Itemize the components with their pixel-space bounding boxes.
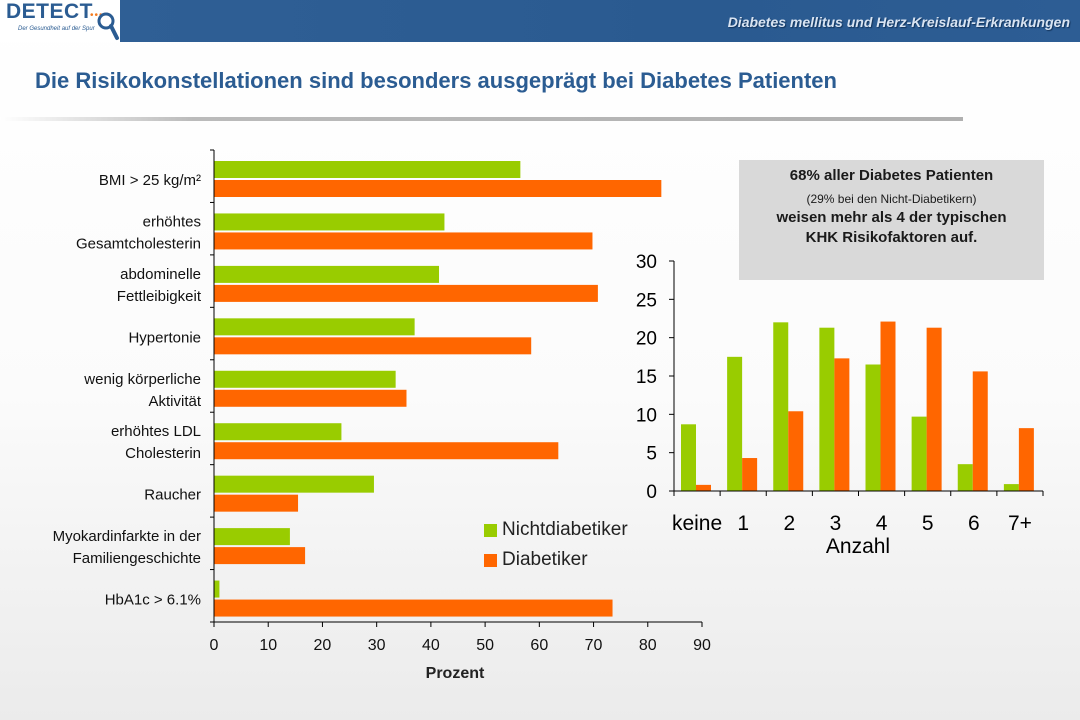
bar-diabetiker	[926, 327, 942, 491]
y-tick-label: 5	[646, 444, 657, 465]
bar-nichtdiabetiker	[957, 464, 973, 491]
logo-dots: •••	[90, 10, 104, 21]
bar-diabetiker	[1018, 428, 1034, 491]
x-tick-label: 1	[737, 512, 749, 535]
bar-diabetiker	[214, 389, 407, 407]
bar-nichtdiabetiker	[865, 364, 881, 491]
bar-diabetiker	[214, 599, 613, 617]
x-tick-label: 30	[368, 637, 386, 654]
legend-label-diabetiker: Diabetiker	[502, 549, 588, 570]
bar-diabetiker	[880, 321, 896, 491]
bar-nichtdiabetiker	[911, 416, 927, 491]
bar-diabetiker	[834, 358, 850, 491]
category-label: BMI > 25 kg/m²	[99, 172, 201, 189]
category-label: Cholesterin	[125, 445, 201, 462]
bar-nichtdiabetiker	[214, 528, 290, 546]
bar-nichtdiabetiker	[1003, 484, 1019, 491]
category-label: Gesamtcholesterin	[76, 235, 201, 252]
category-label: Raucher	[144, 487, 201, 504]
x-tick-label: 40	[422, 637, 440, 654]
x-tick-label: 50	[476, 637, 494, 654]
bar-nichtdiabetiker	[727, 356, 743, 491]
x-tick-label: 80	[639, 637, 657, 654]
header-bar: Diabetes mellitus und Herz-Kreislauf-Erk…	[120, 0, 1080, 42]
x-tick-label: 2	[783, 512, 795, 535]
category-label: Familiengeschichte	[73, 550, 201, 567]
x-tick-label: 4	[876, 512, 888, 535]
callout-line3: weisen mehr als 4 der typischen KHK Risi…	[776, 209, 1007, 246]
slide-title: Die Risikokonstellationen sind besonders…	[35, 68, 837, 93]
bar-diabetiker	[214, 337, 532, 355]
callout-box: 68% aller Diabetes Patienten (29% bei de…	[739, 160, 1044, 280]
x-tick-label: 7+	[1008, 512, 1032, 535]
category-label: erhöhtes LDL	[111, 423, 201, 440]
bar-diabetiker	[214, 232, 593, 250]
bar-nichtdiabetiker	[819, 327, 835, 491]
x-tick-label: 90	[693, 637, 711, 654]
bar-nichtdiabetiker	[214, 580, 220, 598]
x-axis-title: Anzahl	[826, 535, 890, 558]
callout-line2: (29% bei den Nicht-Diabetikern)	[806, 192, 977, 206]
legend-swatch-nichtdiabetiker	[484, 524, 497, 537]
bar-diabetiker	[742, 458, 758, 491]
bar-nichtdiabetiker	[214, 475, 374, 493]
bar-nichtdiabetiker	[773, 322, 789, 491]
bar-nichtdiabetiker	[214, 318, 415, 336]
category-label: Aktivität	[148, 393, 201, 410]
magnifier-icon	[97, 12, 119, 40]
bar-nichtdiabetiker	[214, 161, 521, 178]
logo-text: DETECT	[6, 0, 93, 23]
y-tick-label: 0	[646, 482, 657, 503]
bar-nichtdiabetiker	[214, 370, 396, 388]
bar-diabetiker	[972, 371, 988, 491]
category-label: HbA1c > 6.1%	[105, 592, 201, 609]
y-tick-label: 15	[636, 367, 657, 388]
x-tick-label: 5	[922, 512, 934, 535]
y-tick-label: 25	[636, 290, 657, 311]
topic-title: Diabetes mellitus und Herz-Kreislauf-Erk…	[727, 14, 1070, 30]
x-tick-label: 0	[210, 637, 219, 654]
category-label: Hypertonie	[128, 329, 201, 346]
x-axis-title: Prozent	[426, 665, 485, 682]
bar-diabetiker	[214, 442, 559, 460]
bar-diabetiker	[788, 411, 804, 491]
logo: DETECT Der Gesundheit auf der Spur •••	[0, 0, 120, 42]
x-tick-label: 20	[314, 637, 332, 654]
y-tick-label: 30	[636, 252, 657, 273]
bar-diabetiker	[214, 284, 598, 302]
bar-nichtdiabetiker	[214, 213, 445, 231]
bar-diabetiker	[696, 484, 711, 491]
x-tick-label: 3	[830, 512, 842, 535]
bar-nichtdiabetiker	[681, 424, 696, 491]
category-label: Myokardinfarkte in der	[53, 528, 201, 545]
x-tick-label: keine	[672, 512, 722, 535]
logo-tagline: Der Gesundheit auf der Spur	[18, 26, 95, 32]
category-label: abdominelle	[120, 266, 201, 283]
y-tick-label: 10	[636, 405, 657, 426]
x-tick-label: 6	[968, 512, 980, 535]
bar-diabetiker	[214, 494, 299, 512]
legend-swatch-diabetiker	[484, 554, 497, 567]
y-tick-label: 20	[636, 329, 657, 350]
bar-nichtdiabetiker	[214, 265, 440, 283]
x-tick-label: 70	[585, 637, 603, 654]
title-divider	[0, 117, 963, 121]
bar-diabetiker	[214, 180, 662, 197]
bar-diabetiker	[214, 547, 306, 565]
x-tick-label: 60	[530, 637, 548, 654]
category-label: wenig körperliche	[83, 371, 201, 388]
callout-line1: 68% aller Diabetes Patienten	[789, 167, 994, 184]
legend-label-nichtdiabetiker: Nichtdiabetiker	[502, 519, 628, 540]
category-label: Fettleibigkeit	[117, 288, 202, 305]
x-tick-label: 10	[259, 637, 277, 654]
category-label: erhöhtes	[143, 213, 201, 230]
bar-nichtdiabetiker	[214, 423, 342, 441]
